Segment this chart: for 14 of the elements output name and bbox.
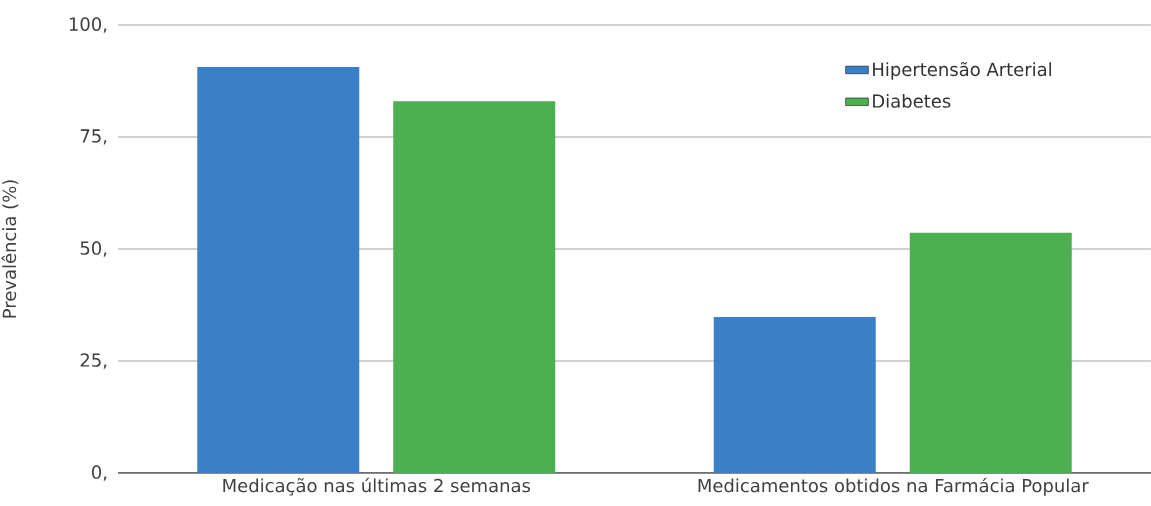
y-axis-title: Prevalência (%) xyxy=(1,180,19,318)
y-tick-label: 0, xyxy=(91,465,107,481)
bar xyxy=(197,67,360,473)
bar xyxy=(909,232,1072,473)
bar xyxy=(393,101,556,473)
y-tick-label: 100, xyxy=(69,17,107,33)
bar xyxy=(713,317,876,473)
x-tick-label: Medicamentos obtidos na Farmácia Popular xyxy=(698,477,1089,496)
y-tick-label: 50, xyxy=(80,241,107,257)
legend-label: Hipertensão Arterial xyxy=(873,61,1052,80)
y-tick-label: 75, xyxy=(80,129,107,145)
x-tick-label: Medicação nas últimas 2 semanas xyxy=(223,477,531,496)
legend-label: Diabetes xyxy=(873,93,951,108)
y-tick-label: 25, xyxy=(80,353,107,369)
